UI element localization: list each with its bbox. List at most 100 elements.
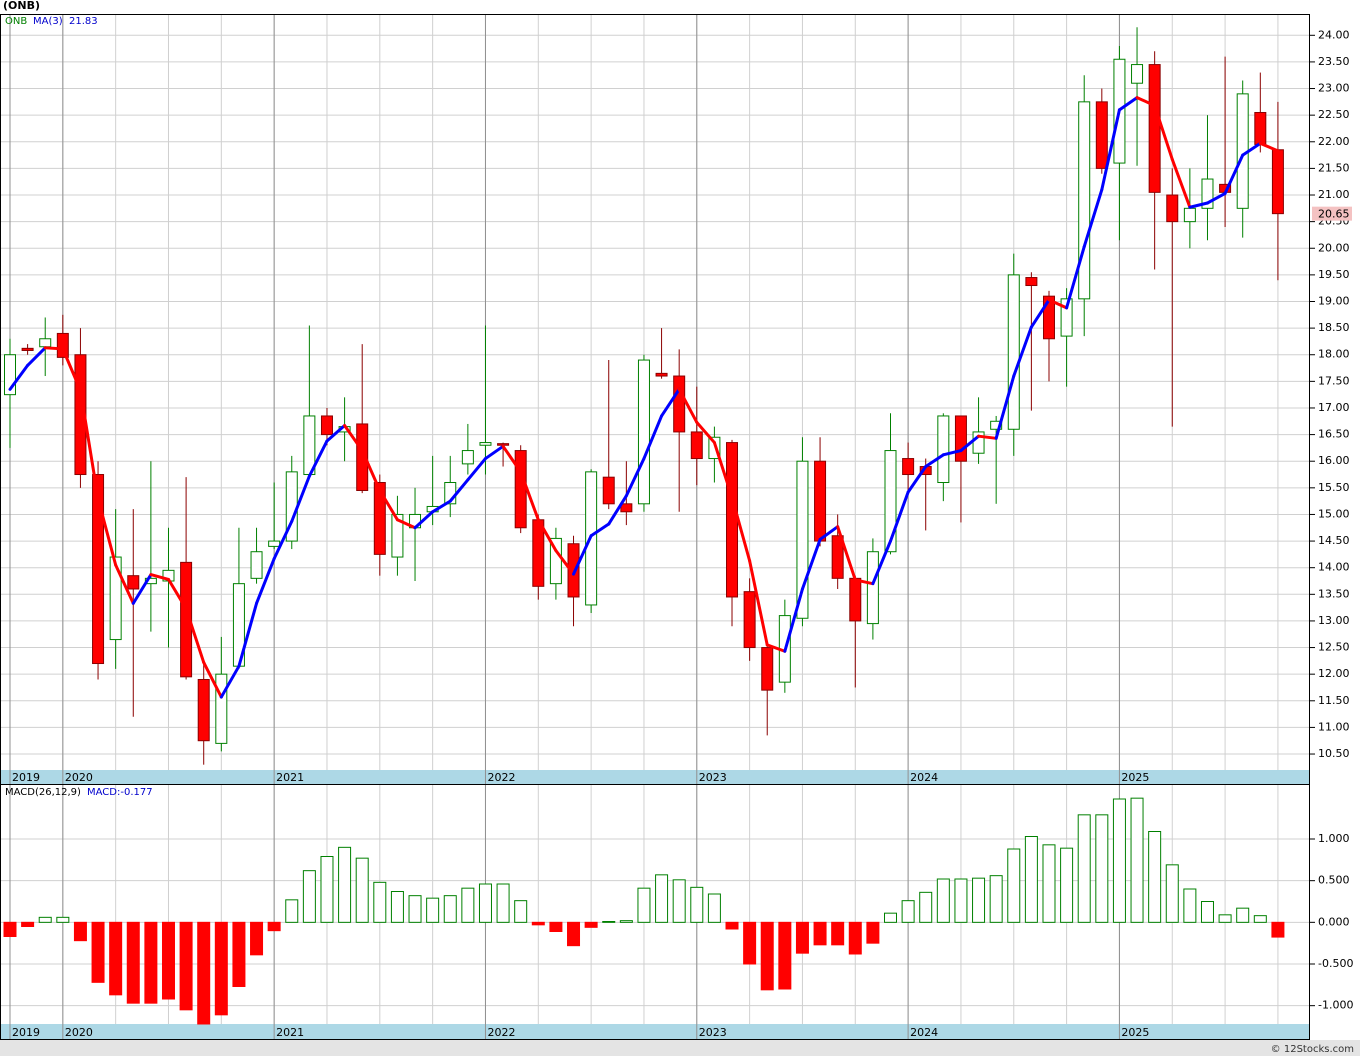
candle-body: [866, 551, 879, 625]
candle-body: [180, 561, 193, 678]
candle-body: [1148, 64, 1161, 193]
candle-body: [479, 442, 492, 446]
histogram-bar: [1165, 864, 1179, 923]
candle-body: [250, 551, 263, 579]
ma-segment: [800, 537, 822, 591]
y-tick-label: -0.500: [1318, 957, 1353, 970]
candle-body: [937, 415, 950, 484]
ma-segment: [589, 522, 611, 538]
ma-segment: [941, 449, 963, 457]
histogram-bar: [1271, 921, 1285, 938]
ma-segment: [1241, 141, 1262, 157]
ma-segment: [1012, 325, 1033, 378]
candle-body: [990, 420, 1003, 430]
candle-body: [391, 513, 404, 558]
ma-segment: [166, 577, 188, 611]
x-tick-label: 2019: [12, 771, 40, 784]
y-tick-label: 17.00: [1318, 401, 1350, 414]
ma-segment: [765, 643, 787, 653]
candle-body: [796, 460, 809, 619]
candle-body: [743, 591, 756, 649]
ma-segment: [906, 465, 928, 494]
ma-segment: [96, 496, 118, 567]
candle-body: [215, 673, 228, 744]
y-tick-label: 14.00: [1318, 561, 1350, 574]
y-tick-label: 18.50: [1318, 321, 1350, 334]
candle-body: [954, 415, 967, 462]
plot-layer: 10.50 11.00 11.50 12.00 12.50 13.00 13.50 14.00…: [0, 14, 1353, 1040]
ma-segment: [924, 453, 945, 469]
macd-frame: [0, 784, 1310, 1040]
x-tick-label: 2023: [699, 1026, 727, 1039]
y-tick-label: 16.00: [1318, 454, 1350, 467]
y-tick-label: 12.00: [1318, 667, 1350, 680]
ma-segment: [818, 525, 840, 541]
ma-segment: [431, 499, 452, 514]
candle-body: [1078, 101, 1091, 300]
histogram-bar: [1200, 901, 1214, 923]
y-tick-label: 16.50: [1318, 428, 1350, 441]
histogram-bar: [778, 921, 792, 990]
y-tick-label: 12.50: [1318, 641, 1350, 654]
ma-segment: [378, 488, 399, 522]
y-tick-label: 0.000: [1318, 915, 1350, 928]
histogram-bar: [38, 916, 52, 923]
histogram-bar: [972, 877, 986, 923]
candle-body: [1095, 101, 1108, 169]
legend-symbol: ONB: [5, 16, 27, 27]
ma-segment: [325, 424, 347, 443]
histogram-bar: [1042, 844, 1056, 923]
chart-title: (ONB): [3, 0, 40, 12]
histogram-bar: [672, 879, 686, 923]
histogram-bar: [954, 878, 968, 923]
last-price-box: [1312, 206, 1352, 221]
histogram-bar: [91, 921, 105, 983]
histogram-bar: [3, 921, 17, 937]
histogram-bar: [725, 921, 739, 930]
histogram-bar: [161, 921, 175, 1000]
y-tick-label: -1.000: [1318, 999, 1353, 1012]
candle-body: [726, 442, 739, 598]
last-price-label: 20.65: [1318, 208, 1350, 221]
candle-body: [514, 450, 527, 529]
y-tick-label: 22.50: [1318, 108, 1350, 121]
ma-segment: [959, 434, 981, 453]
ma-segment: [483, 444, 505, 461]
y-tick-label: 13.00: [1318, 614, 1350, 627]
ma-segment: [1188, 201, 1209, 209]
ma-segment: [43, 346, 65, 351]
histogram-bar: [1130, 797, 1144, 923]
ma-segment: [184, 607, 206, 664]
candle-body: [814, 460, 827, 542]
histogram-bar: [901, 900, 915, 923]
legend-ma-value: 21.83: [69, 16, 98, 27]
y-tick-label: 10.50: [1318, 747, 1350, 760]
candle-body: [655, 372, 668, 377]
y-tick-label: 22.00: [1318, 135, 1350, 148]
histogram-bar: [707, 893, 721, 923]
ma-segment: [1065, 245, 1086, 310]
ma-segment: [1117, 96, 1139, 112]
ma-segment: [853, 578, 875, 586]
y-tick-label: 21.50: [1318, 161, 1350, 174]
histogram-bar: [461, 887, 475, 923]
histogram-bar: [936, 878, 950, 923]
y-tick-label: 20.00: [1318, 241, 1350, 254]
x-tick-label: 2022: [487, 1026, 515, 1039]
ma-segment: [607, 494, 628, 526]
x-tick-label: 2021: [276, 771, 304, 784]
histogram-bar: [989, 875, 1003, 923]
x-tick-label: 2022: [487, 771, 515, 784]
histogram-bar: [602, 921, 616, 923]
y-tick-label: 15.00: [1318, 507, 1350, 520]
candle-body: [690, 431, 703, 460]
candle-body: [902, 458, 915, 476]
ma-segment: [730, 495, 752, 563]
histogram-bar: [1007, 848, 1021, 923]
histogram-bar: [655, 874, 669, 923]
ma-segment: [783, 587, 804, 653]
ma-segment: [290, 474, 311, 523]
histogram-bar: [355, 857, 369, 923]
candle-body: [320, 415, 333, 436]
x-tick-label: 2025: [1121, 1026, 1149, 1039]
